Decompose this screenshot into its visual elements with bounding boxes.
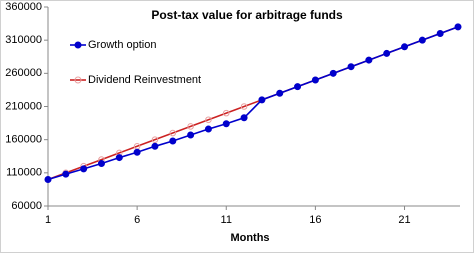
data-point — [418, 36, 426, 44]
y-tick-label: 160000 — [5, 134, 42, 146]
x-tick-label: 16 — [309, 214, 321, 226]
legend-label: Dividend Reinvestment — [88, 74, 201, 86]
data-point — [240, 103, 248, 110]
data-point — [240, 114, 248, 122]
y-tick-label: 260000 — [5, 67, 42, 79]
legend-label: Growth option — [88, 39, 156, 51]
data-point — [383, 49, 391, 57]
data-point — [169, 137, 177, 145]
data-point — [115, 154, 123, 162]
y-tick-label: 210000 — [5, 100, 42, 112]
x-tick-label: 11 — [221, 214, 232, 226]
data-point — [151, 136, 159, 143]
data-point — [276, 89, 284, 97]
data-point — [454, 23, 462, 31]
chart-title: Post-tax value for arbitrage funds — [151, 8, 343, 22]
x-axis-label: Months — [230, 232, 269, 244]
data-point — [151, 142, 159, 150]
data-point — [436, 30, 444, 38]
data-point — [401, 43, 409, 51]
data-point — [133, 148, 141, 156]
y-tick-label: 60000 — [11, 200, 42, 212]
data-point — [80, 165, 88, 173]
data-point — [187, 123, 194, 130]
data-point — [347, 63, 355, 71]
legend-marker — [74, 41, 82, 49]
y-tick-label: 310000 — [5, 34, 42, 46]
legend-marker — [74, 76, 82, 84]
x-tick-label: 1 — [45, 214, 51, 226]
data-point — [222, 109, 230, 117]
y-tick-label: 110000 — [6, 167, 42, 179]
data-point — [258, 96, 266, 104]
data-point — [294, 83, 302, 91]
x-tick-label: 21 — [398, 214, 410, 226]
data-point — [222, 120, 230, 128]
x-tick-label: 6 — [134, 214, 140, 226]
y-tick-label: 360000 — [5, 1, 42, 13]
data-point — [169, 129, 177, 137]
data-point — [329, 69, 337, 77]
data-point — [187, 131, 195, 139]
data-point — [97, 160, 105, 168]
data-point — [44, 175, 52, 183]
data-point — [311, 76, 319, 84]
data-point — [62, 170, 70, 178]
data-point — [204, 125, 212, 133]
data-point — [205, 116, 212, 124]
data-point — [365, 56, 373, 64]
